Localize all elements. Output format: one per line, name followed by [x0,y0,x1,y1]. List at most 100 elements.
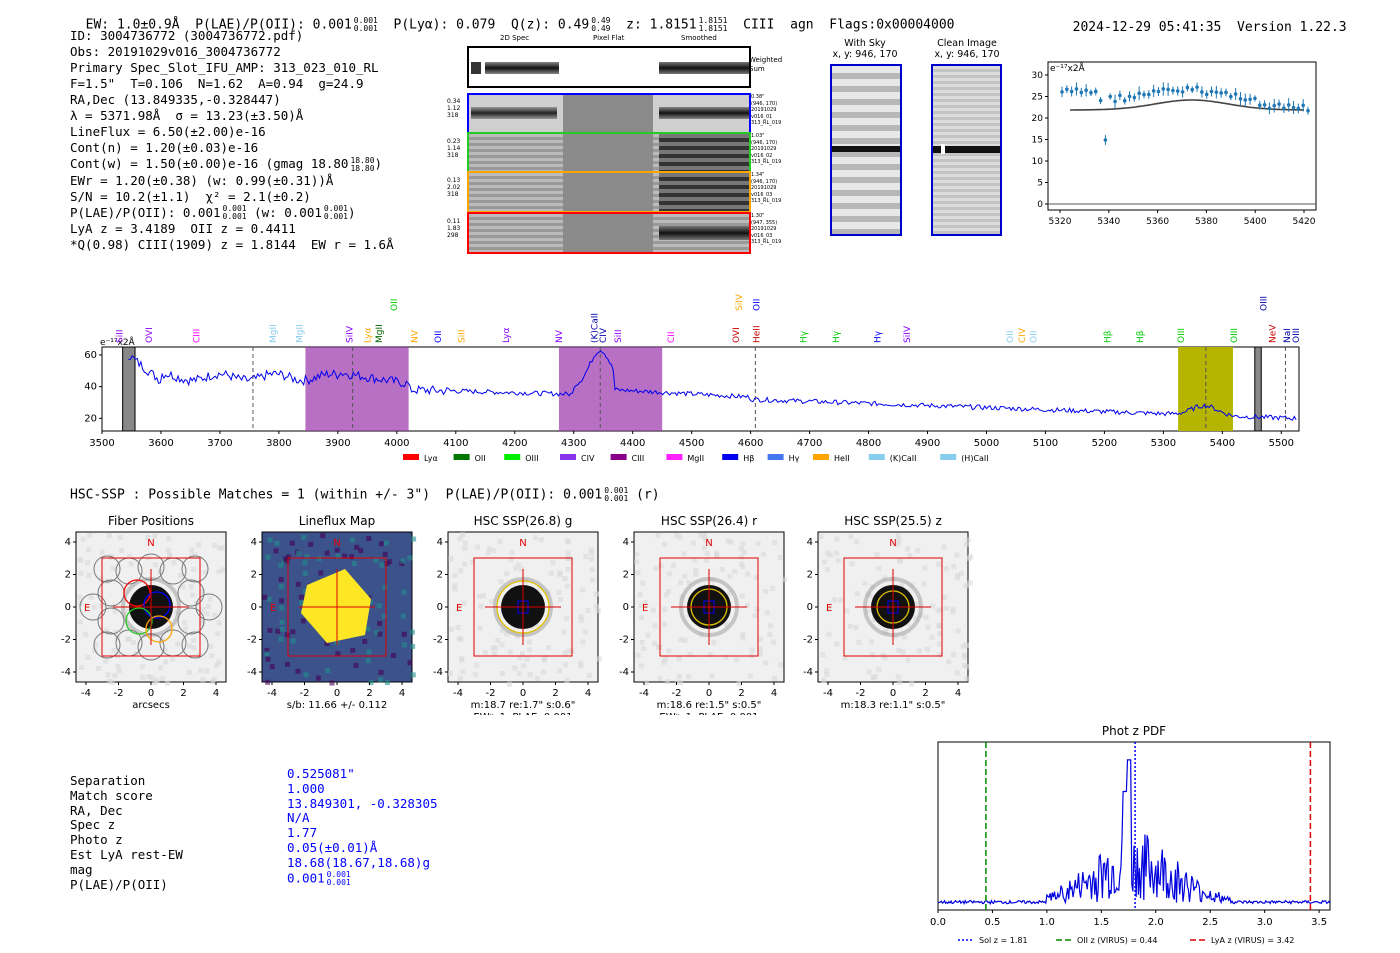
info-plae-w: (w: 0.001 [254,204,322,220]
hsc-noise [921,581,927,587]
fiber-circle [97,607,125,635]
hsc-noise [199,589,205,595]
hsc-noise [125,609,131,615]
hsc-noise [109,679,115,685]
fiber-circle [195,593,223,621]
zoom-point [1137,91,1141,96]
zoom-point [1132,95,1137,100]
hsc-y-tick-label: 2 [65,570,71,581]
hsc-noise [220,567,226,573]
hsc-noise [834,536,840,542]
hsc-noise [767,632,773,638]
zoom-point [1204,92,1209,97]
hsc-noise [703,537,709,543]
hsc-noise [278,577,284,583]
hsc-noise [482,649,488,655]
hsc-noise [302,560,308,566]
label-separation: Separation [70,773,146,788]
spectrum-line-label: OII [390,299,400,311]
hsc-y-tick-label: 4 [623,537,629,548]
spectrum-x-tick-label: 5200 [1092,438,1117,449]
hsc-noise [362,638,368,644]
hsc-noise [909,681,915,687]
hsc-noise [914,601,920,607]
hsc-noise [582,629,588,635]
spectrum-line-label: SiIV [735,293,745,311]
fiber-circle [79,593,107,621]
full-spectrum-plot: 3500 3600 3700 3800 3900 4000 4100 4200 4300 4400… [84,293,1302,463]
hsc-noise [265,656,271,662]
hsc-noise [329,680,335,686]
hsc-noise [711,640,717,646]
hsc-panel-1: Lineflux Map N E -4 -4 -2 -2 0 0 2 2 4 4 s/b: 11.66 +… [247,514,417,711]
lineflux-blob [301,569,371,643]
spectrum-x-tick-label: 3600 [148,438,173,449]
hsc-noise [702,532,708,538]
spectrum-x-tick-label: 4500 [679,438,704,449]
hsc-noise [719,567,725,573]
spectrum-line-label: Lyα [502,327,512,343]
hsc-noise [678,580,684,586]
hsc-noise [462,561,468,567]
hsc-panel-title: Fiber Positions [108,514,194,528]
hsc-noise [384,680,390,686]
spectrum-x-tick-label: 4900 [915,438,940,449]
info-gmag-sup: 18.80 [350,155,375,165]
hsc-noise [896,538,902,544]
hsc-noise [509,550,515,556]
hsc-noise [216,569,222,575]
hsc-noise [266,596,272,602]
hsc-noise [284,661,290,667]
hsc-noise [670,562,676,568]
hsc-noise [378,669,384,675]
hsc-noise [117,534,123,540]
photz-x-tick-label: 1.0 [1039,917,1055,928]
hsc-noise [125,637,131,643]
info-ewr: EWr = 1.20(±0.38) (w: 0.99(±0.31))Å [70,172,334,188]
hsc-noise [400,613,406,619]
hsc-noise [856,639,862,645]
info-plae: P(LAE)/P(OII): 0.001 0.001 0.001 (w: 0.001… [70,204,356,221]
hsc-noise [589,567,595,573]
hsc-noise [448,556,454,562]
hsc-noise [167,552,173,558]
hsc-noise [527,672,533,678]
hsc-noise [162,647,168,653]
hsc-noise [593,603,599,609]
spectrum-x-tick-label: 3500 [89,438,114,449]
hsc-noise [725,538,731,544]
hsc-noise [83,632,89,638]
hsc-noise [98,603,104,609]
zoom-point [1074,87,1079,91]
hsc-noise [550,560,556,566]
zoom-point [1098,98,1103,103]
hsc-noise [950,606,956,612]
spectrum-y-tick-label: 20 [84,413,97,424]
hsc-noise [516,562,522,568]
hsc-noise [285,554,291,560]
zoom-point [1084,88,1088,93]
north-marker: N [519,538,526,549]
spectrum-x-tick-label: 4000 [384,438,409,449]
header-z-sup: 1.8151 [698,16,728,25]
spectrum-legend-label: OII [475,454,486,463]
hsc-x-tick-label: -2 [486,688,496,699]
hsc-noise [923,614,929,620]
hsc-noise [955,628,961,634]
hsc-y-tick-label: -4 [433,667,443,678]
spectrum-legend-label: Lyα [424,454,438,463]
hsc-noise [897,679,903,685]
hsc-noise [596,656,602,662]
hsc-noise [457,675,463,681]
hsc-noise [588,556,594,562]
spectrum-legend-swatch [453,454,470,460]
spectrum-legend-swatch [868,454,885,460]
hsc-noise [734,657,740,663]
version: Version 1.22.3 [1237,20,1347,35]
spectrum-line-label: Hγ [800,330,810,343]
hsc-x-tick-label: 0 [890,688,896,699]
hsc-noise [635,652,641,658]
hsc-noise [738,561,744,567]
info-radec: RA,Dec (13.849335,-0.328447) [70,92,281,107]
zoom-point [1243,98,1248,102]
